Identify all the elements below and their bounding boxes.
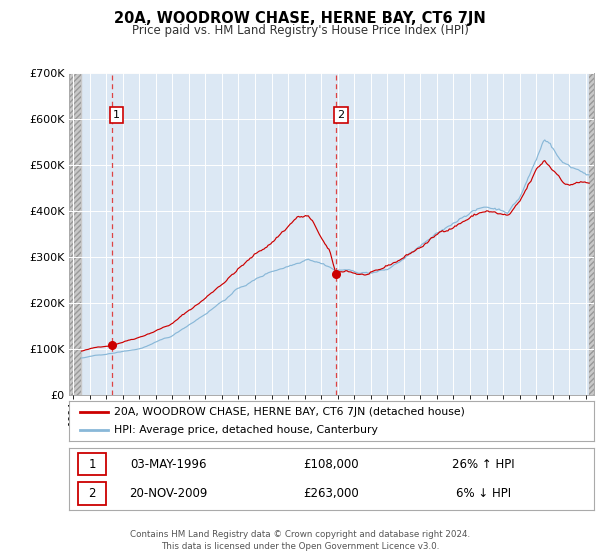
Text: 20A, WOODROW CHASE, HERNE BAY, CT6 7JN: 20A, WOODROW CHASE, HERNE BAY, CT6 7JN bbox=[114, 11, 486, 26]
FancyBboxPatch shape bbox=[79, 483, 106, 505]
Text: 6% ↓ HPI: 6% ↓ HPI bbox=[456, 487, 511, 500]
Bar bbox=[589, 73, 594, 395]
Text: 2: 2 bbox=[337, 110, 344, 120]
Bar bbox=[69, 73, 82, 395]
Bar bbox=[69, 73, 82, 395]
Text: This data is licensed under the Open Government Licence v3.0.: This data is licensed under the Open Gov… bbox=[161, 542, 439, 550]
Text: 2: 2 bbox=[88, 487, 96, 500]
FancyBboxPatch shape bbox=[79, 453, 106, 475]
Text: HPI: Average price, detached house, Canterbury: HPI: Average price, detached house, Cant… bbox=[113, 426, 377, 435]
Text: Price paid vs. HM Land Registry's House Price Index (HPI): Price paid vs. HM Land Registry's House … bbox=[131, 24, 469, 36]
Bar bbox=[589, 73, 594, 395]
Text: 03-MAY-1996: 03-MAY-1996 bbox=[131, 458, 207, 470]
Text: 26% ↑ HPI: 26% ↑ HPI bbox=[452, 458, 515, 470]
Text: £263,000: £263,000 bbox=[304, 487, 359, 500]
Text: Contains HM Land Registry data © Crown copyright and database right 2024.: Contains HM Land Registry data © Crown c… bbox=[130, 530, 470, 539]
Text: 1: 1 bbox=[113, 110, 119, 120]
Text: 20-NOV-2009: 20-NOV-2009 bbox=[130, 487, 208, 500]
Text: £108,000: £108,000 bbox=[304, 458, 359, 470]
Text: 20A, WOODROW CHASE, HERNE BAY, CT6 7JN (detached house): 20A, WOODROW CHASE, HERNE BAY, CT6 7JN (… bbox=[113, 407, 464, 417]
Text: 1: 1 bbox=[88, 458, 96, 470]
